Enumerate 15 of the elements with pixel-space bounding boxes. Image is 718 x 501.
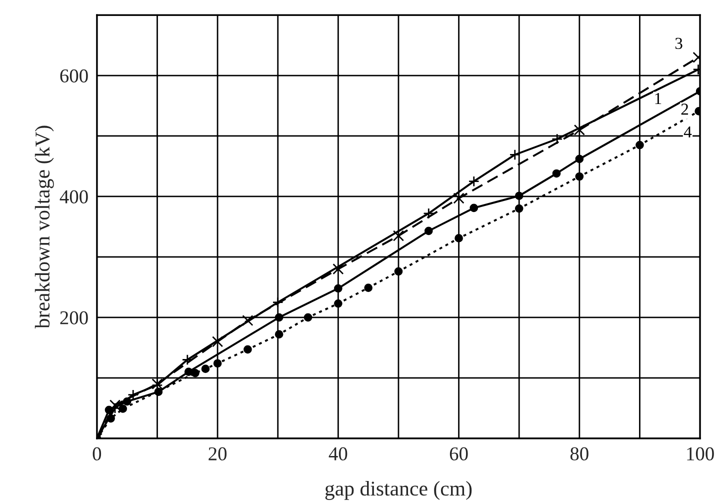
x-tick-label: 0 bbox=[92, 447, 102, 460]
x-tick-label: 100 bbox=[687, 447, 714, 460]
x-tick-label: 80 bbox=[570, 447, 588, 460]
x-tick-label: 40 bbox=[328, 447, 348, 460]
y-tick-label: 200 bbox=[60, 311, 88, 324]
y-tick-label: 600 bbox=[60, 69, 88, 82]
x-tick-label: 60 bbox=[450, 447, 468, 460]
y-tick-label: 400 bbox=[60, 190, 88, 204]
series-label: 2 bbox=[681, 104, 688, 115]
series-label: 4 bbox=[684, 126, 692, 138]
x-axis-title: gap distance (cm) bbox=[325, 481, 472, 500]
series-label: 3 bbox=[675, 38, 682, 50]
y-axis-title: breakdown voltage (kV) bbox=[34, 126, 54, 329]
x-tick-label: 20 bbox=[208, 447, 227, 460]
series-label: 1 bbox=[655, 93, 662, 104]
